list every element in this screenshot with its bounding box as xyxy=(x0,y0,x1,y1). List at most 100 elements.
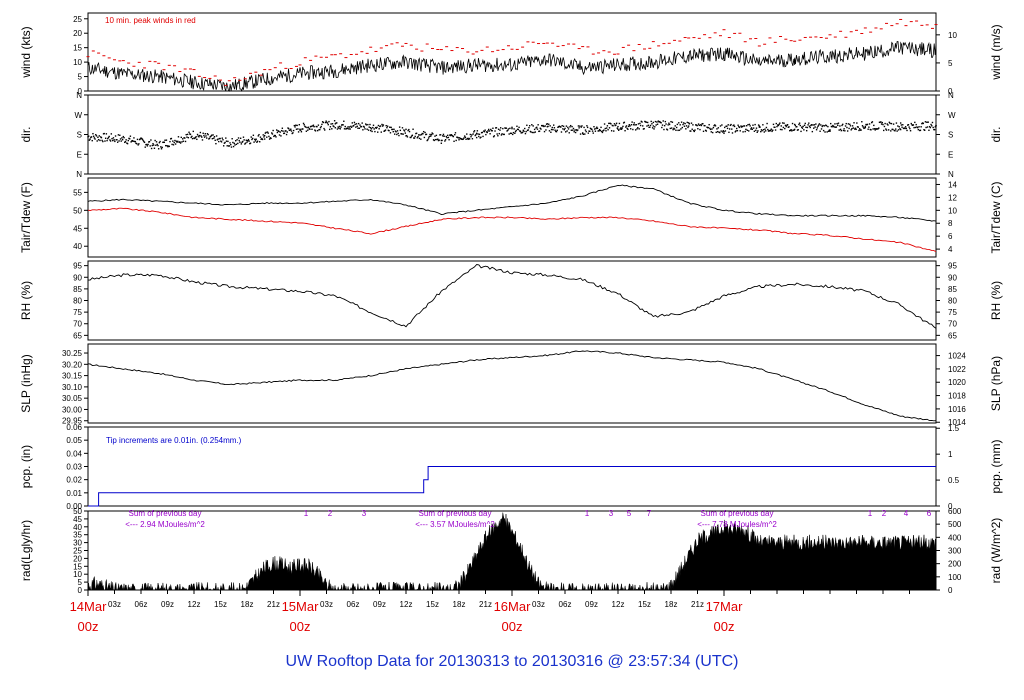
wind-dir-point xyxy=(217,138,219,140)
wind-dir-point xyxy=(189,133,191,135)
wind-dir-point xyxy=(856,126,859,128)
wind-dir-point xyxy=(564,127,566,130)
y-tick-label-right: 500 xyxy=(948,520,962,529)
wind-dir-point xyxy=(680,121,683,123)
wind-dir-point xyxy=(220,141,223,143)
wind-dir-point xyxy=(934,126,936,128)
wind-dir-point xyxy=(280,129,283,132)
wind-dir-point xyxy=(448,139,450,141)
wind-dir-point xyxy=(206,133,209,135)
y-tick-label-left: 50 xyxy=(73,206,82,215)
wind-dir-point xyxy=(782,126,785,129)
wind-dir-point xyxy=(625,126,627,128)
wind-dir-point xyxy=(155,144,157,147)
wind-dir-point xyxy=(170,137,173,140)
wind-dir-point xyxy=(910,122,912,125)
wind-dir-point xyxy=(437,139,440,142)
wind-dir-point xyxy=(231,138,233,140)
wind-dir-point xyxy=(413,137,415,139)
wind-dir-point xyxy=(419,134,421,136)
x-tick-label: 15z xyxy=(426,600,439,609)
wind-dir-point xyxy=(928,125,931,128)
wind-dir-point xyxy=(698,124,700,127)
wind-dir-point xyxy=(264,132,267,134)
wind-dir-point xyxy=(661,126,663,129)
wind-dir-point xyxy=(446,134,449,137)
wind-dir-point xyxy=(740,126,743,128)
wind-dir-point xyxy=(560,131,563,133)
y-tick-label-left: 75 xyxy=(73,308,82,317)
wind-dir-point xyxy=(562,125,565,128)
wind-dir-point xyxy=(730,123,732,126)
wind-dir-point xyxy=(203,134,205,137)
wind-dir-point xyxy=(104,137,107,139)
wind-dir-point xyxy=(321,123,323,126)
y-tick-label-right: 1020 xyxy=(948,378,966,387)
wind-dir-point xyxy=(413,137,416,139)
wind-dir-point xyxy=(603,129,605,131)
wind-dir-point xyxy=(830,125,833,128)
wind-dir-point xyxy=(95,134,97,136)
wind-dir-point xyxy=(470,136,472,138)
wind-dir-point xyxy=(288,129,291,132)
wind-dir-point xyxy=(360,126,362,128)
wind-dir-point xyxy=(866,124,868,126)
y-tick-label-right: 65 xyxy=(948,331,957,340)
wind-dir-point xyxy=(831,126,833,128)
wind-dir-point xyxy=(859,129,862,131)
wind-dir-point xyxy=(880,123,883,125)
wind-dir-point xyxy=(757,124,760,126)
wind-dir-point xyxy=(219,137,221,140)
wind-dir-point xyxy=(355,126,357,128)
y-tick-label-right: 0 xyxy=(948,502,953,511)
wind-dir-point xyxy=(139,138,141,140)
y-tick-label-right: 4 xyxy=(948,245,953,254)
wind-dir-point xyxy=(244,143,246,145)
y-tick-label-left: 30 xyxy=(73,539,82,548)
wind-dir-point xyxy=(647,124,650,126)
wind-dir-point xyxy=(186,136,188,138)
x-tick-label: 18z xyxy=(241,600,254,609)
wind-dir-point xyxy=(412,128,414,130)
wind-dir-point xyxy=(895,128,897,130)
wind-dir-point xyxy=(90,136,92,139)
wind-dir-point xyxy=(120,140,122,142)
wind-dir-point xyxy=(650,120,652,123)
wind-dir-point xyxy=(480,131,483,134)
wind-dir-point xyxy=(116,141,119,143)
y-tick-label-left: N xyxy=(76,91,82,100)
wind-dir-point xyxy=(514,132,516,134)
wind-dir-point xyxy=(793,123,796,126)
wind-dir-point xyxy=(900,124,903,126)
wind-dir-point xyxy=(667,124,669,126)
wind-dir-point xyxy=(321,121,324,123)
wind-dir-point xyxy=(775,122,777,125)
wind-dir-point xyxy=(166,145,168,147)
wind-dir-point xyxy=(887,129,890,131)
wind-dir-point xyxy=(307,129,309,131)
wind-dir-point xyxy=(250,136,252,138)
wind-dir-point xyxy=(717,127,720,129)
wind-dir-point xyxy=(665,123,667,125)
wind-dir-point xyxy=(210,134,213,136)
wind-dir-point xyxy=(907,124,910,126)
wind-dir-point xyxy=(477,133,479,135)
wind-dir-point xyxy=(112,139,114,142)
wind-dir-point xyxy=(349,128,351,130)
wind-dir-point xyxy=(618,129,620,131)
wind-dir-point xyxy=(598,128,601,131)
wind-dir-point xyxy=(700,124,703,127)
wind-dir-point xyxy=(608,122,610,125)
wind-dir-point xyxy=(917,128,920,131)
wind-dir-point xyxy=(494,130,496,132)
wind-dir-point xyxy=(439,134,442,136)
wind-annotation: 10 min. peak winds in red xyxy=(105,16,196,25)
wind-dir-point xyxy=(849,125,852,127)
wind-dir-point xyxy=(789,129,791,132)
wind-dir-point xyxy=(923,128,925,131)
wind-dir-point xyxy=(196,138,198,141)
wind-dir-point xyxy=(546,123,549,125)
wind-dir-point xyxy=(312,124,315,126)
y-tick-label-left: 40 xyxy=(73,242,82,251)
wind-dir-point xyxy=(239,137,242,139)
